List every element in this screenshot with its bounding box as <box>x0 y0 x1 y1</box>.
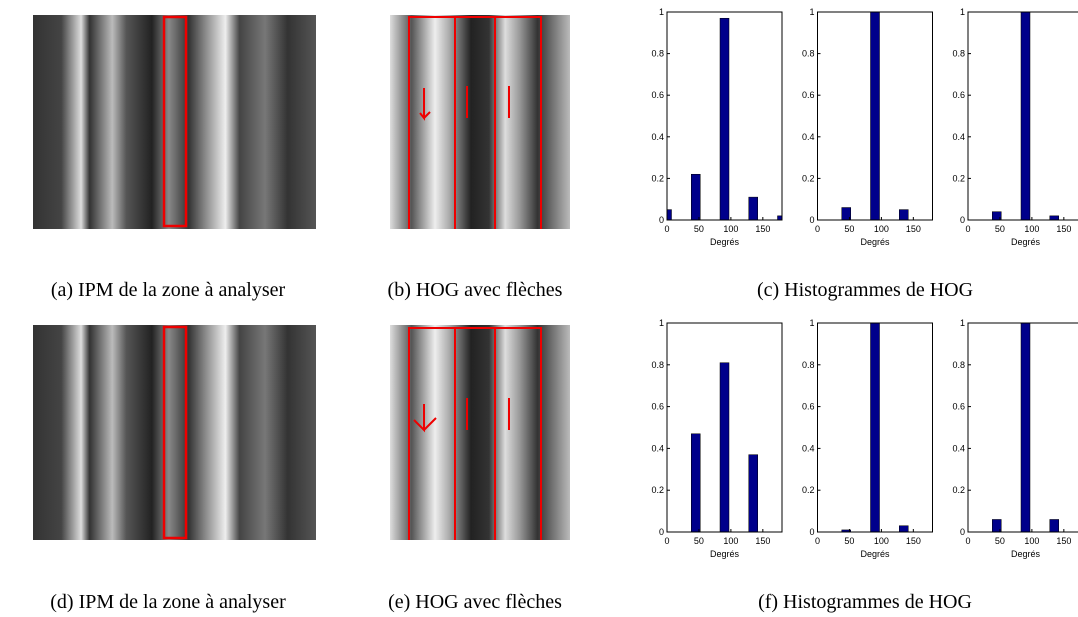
bar <box>899 209 909 221</box>
y-tick-label: 0.8 <box>651 360 664 370</box>
y-tick-label: 1 <box>960 318 965 328</box>
x-tick-label: 0 <box>965 536 970 546</box>
bar <box>899 525 909 533</box>
y-tick-label: 0.8 <box>802 49 815 59</box>
plot-frame <box>666 11 783 221</box>
x-tick-label: 150 <box>1056 224 1071 234</box>
y-tick-label: 1 <box>809 318 814 328</box>
plot-frame <box>967 11 1078 221</box>
x-tick-label: 100 <box>1024 224 1039 234</box>
y-tick-label: 0.2 <box>651 173 664 183</box>
x-tick-label: 150 <box>906 224 921 234</box>
bar <box>666 209 672 221</box>
x-axis-label: Degrés <box>710 549 740 559</box>
ipm-image-d <box>33 325 316 540</box>
x-tick-label: 50 <box>995 224 1005 234</box>
y-tick-label: 0.8 <box>952 49 965 59</box>
bar <box>719 362 730 533</box>
y-tick-label: 0.4 <box>802 132 815 142</box>
plot-frame <box>967 322 1078 533</box>
y-tick-label: 0 <box>960 527 965 537</box>
y-tick-label: 0.6 <box>802 90 815 100</box>
x-tick-label: 100 <box>874 224 889 234</box>
y-tick-label: 0.4 <box>952 132 965 142</box>
x-tick-label: 0 <box>965 224 970 234</box>
hog-image-e <box>390 325 570 540</box>
x-tick-label: 150 <box>1056 536 1071 546</box>
y-tick-label: 0.6 <box>651 402 664 412</box>
caption: (e) HOG avec flèches <box>388 591 562 613</box>
y-tick-label: 0.6 <box>802 402 815 412</box>
bar <box>691 433 701 533</box>
bar <box>870 11 880 221</box>
y-tick-label: 1 <box>659 7 664 17</box>
y-tick-label: 0.6 <box>952 90 965 100</box>
y-tick-label: 0.4 <box>651 132 664 142</box>
bar <box>1049 215 1059 221</box>
y-tick-label: 0.2 <box>952 173 965 183</box>
x-tick-label: 150 <box>755 224 770 234</box>
x-axis-label: Degrés <box>710 237 740 247</box>
caption: (a) IPM de la zone à analyser <box>51 279 286 301</box>
bar <box>748 196 758 221</box>
x-tick-label: 100 <box>723 224 738 234</box>
x-tick-label: 50 <box>694 536 704 546</box>
x-tick-label: 50 <box>995 536 1005 546</box>
x-axis-label: Degrés <box>860 549 890 559</box>
y-tick-label: 0.2 <box>651 485 664 495</box>
x-tick-label: 100 <box>723 536 738 546</box>
bar <box>1049 519 1059 533</box>
y-tick-label: 1 <box>659 318 664 328</box>
y-tick-label: 0 <box>659 215 664 225</box>
y-tick-label: 0.4 <box>802 443 815 453</box>
x-axis-label: Degrés <box>1011 237 1041 247</box>
x-tick-label: 0 <box>664 536 669 546</box>
bar <box>777 215 783 221</box>
y-tick-label: 0 <box>809 527 814 537</box>
bar <box>1020 11 1031 221</box>
x-tick-label: 150 <box>755 536 770 546</box>
y-tick-label: 0.8 <box>651 49 664 59</box>
x-tick-label: 50 <box>844 536 854 546</box>
hog-image-b <box>390 15 570 229</box>
caption: (d) IPM de la zone à analyser <box>50 591 286 613</box>
y-tick-label: 0 <box>809 215 814 225</box>
x-tick-label: 100 <box>1024 536 1039 546</box>
bar <box>691 173 701 221</box>
y-tick-label: 0.2 <box>952 485 965 495</box>
plot-frame <box>817 322 933 533</box>
y-tick-label: 0.2 <box>802 173 815 183</box>
y-tick-label: 1 <box>960 7 965 17</box>
x-tick-label: 150 <box>906 536 921 546</box>
plot-frame <box>817 11 933 221</box>
bar <box>870 322 880 533</box>
y-tick-label: 0.4 <box>651 443 664 453</box>
y-tick-label: 0.8 <box>802 360 815 370</box>
x-tick-label: 50 <box>694 224 704 234</box>
x-axis-label: Degrés <box>860 237 890 247</box>
y-tick-label: 0 <box>659 527 664 537</box>
y-tick-label: 0.2 <box>802 485 815 495</box>
x-tick-label: 0 <box>664 224 669 234</box>
caption: (f) Histogrammes de HOG <box>758 591 972 613</box>
caption: (c) Histogrammes de HOG <box>757 279 973 301</box>
bar <box>1020 322 1031 533</box>
ipm-image-a <box>33 15 316 229</box>
caption: (b) HOG avec flèches <box>388 279 563 301</box>
x-tick-label: 100 <box>874 536 889 546</box>
x-tick-label: 0 <box>815 224 820 234</box>
plot-frame <box>666 322 783 533</box>
x-axis-label: Degrés <box>1011 549 1041 559</box>
y-tick-label: 0.8 <box>952 360 965 370</box>
x-tick-label: 50 <box>844 224 854 234</box>
y-tick-label: 0.6 <box>952 402 965 412</box>
y-tick-label: 1 <box>809 7 814 17</box>
bar <box>719 17 730 221</box>
y-tick-label: 0 <box>960 215 965 225</box>
y-tick-label: 0.6 <box>651 90 664 100</box>
bar <box>748 454 758 533</box>
x-tick-label: 0 <box>815 536 820 546</box>
y-tick-label: 0.4 <box>952 443 965 453</box>
